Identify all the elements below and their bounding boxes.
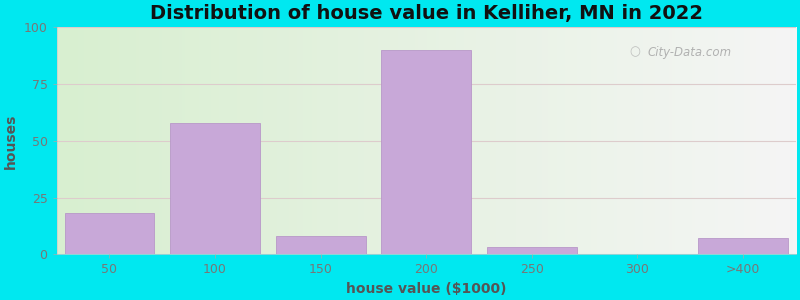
Text: ○: ○	[630, 46, 640, 59]
Bar	[65, 213, 154, 254]
Bar	[698, 238, 788, 254]
Bar	[487, 248, 577, 254]
Bar	[276, 236, 366, 254]
Text: City-Data.com: City-Data.com	[648, 46, 732, 59]
Title: Distribution of house value in Kelliher, MN in 2022: Distribution of house value in Kelliher,…	[150, 4, 702, 23]
X-axis label: house value ($1000): house value ($1000)	[346, 282, 506, 296]
Bar	[382, 50, 471, 254]
Y-axis label: houses: houses	[4, 113, 18, 169]
Bar	[170, 123, 260, 254]
